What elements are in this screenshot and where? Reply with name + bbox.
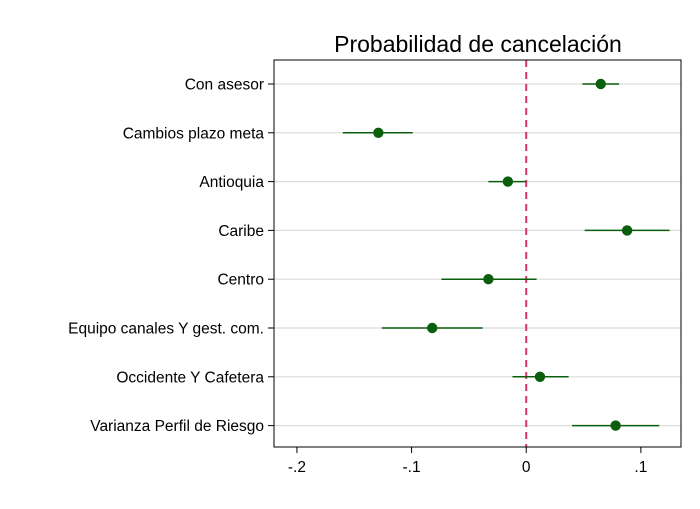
point-estimate: [621, 225, 633, 236]
point-estimate: [595, 78, 606, 90]
point-estimate: [483, 274, 494, 285]
point-estimate: [534, 371, 546, 382]
category-label: Con asesor: [185, 77, 264, 94]
x-tick-label: 0: [522, 459, 531, 476]
point-estimate: [610, 420, 621, 431]
category-label: Centro: [217, 272, 264, 289]
gridlines: [274, 83, 681, 427]
x-tick-label: -.2: [288, 459, 306, 476]
point-estimate: [502, 176, 514, 187]
category-label: Cambios plazo meta: [123, 125, 265, 142]
category-label: Occidente Y Cafetera: [116, 369, 264, 386]
plot-frame: [273, 59, 682, 448]
point-estimate: [373, 127, 384, 138]
category-label: Antioquia: [199, 174, 264, 191]
x-tick-label: .1: [634, 459, 647, 476]
point-estimate: [427, 322, 438, 334]
category-label: Equipo canales Y gest. com.: [68, 321, 264, 338]
category-labels: Con asesor Cambios plazo meta Antioquia Car…: [68, 77, 274, 435]
confidence-intervals: [342, 83, 670, 427]
category-label: Caribe: [218, 223, 264, 240]
point-estimates: [373, 78, 633, 431]
x-tick-label: -.1: [403, 459, 421, 476]
x-axis-ticks: -.2 -.1 0 .1: [288, 447, 647, 476]
category-label: Varianza Perfil de Riesgo: [90, 418, 264, 435]
chart-title: Probabilidad de cancelación: [334, 31, 622, 57]
